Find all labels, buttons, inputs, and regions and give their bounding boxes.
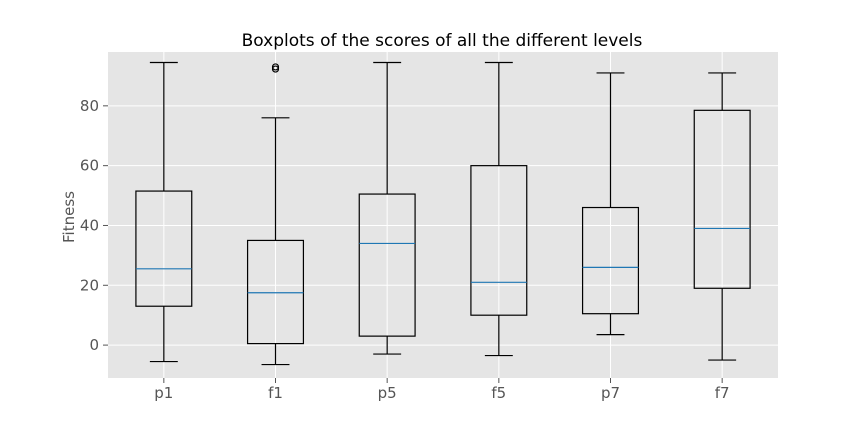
x-tick-label: p1 [154, 384, 173, 402]
box-p5 [358, 61, 416, 355]
y-tick-label: 20 [80, 276, 99, 294]
outlier-point [271, 63, 280, 71]
chart-title: Boxplots of the scores of all the differ… [242, 31, 643, 51]
y-tick-label: 0 [89, 336, 99, 354]
boxes [135, 61, 751, 366]
x-tick-label: f5 [491, 384, 506, 402]
y-tick-label: 60 [80, 157, 99, 175]
box-f1 [246, 63, 305, 366]
box-body [470, 165, 528, 316]
y-tick-label: 80 [80, 97, 99, 115]
box-f5 [470, 61, 528, 357]
y-axis-ticks: 0 20 40 60 80 [80, 97, 108, 354]
x-tick-label: f1 [268, 384, 283, 402]
box-p7 [581, 72, 640, 336]
box-p1 [135, 61, 193, 363]
box-body [135, 190, 193, 307]
y-tick-label: 40 [80, 216, 99, 234]
x-tick-label: f7 [715, 384, 730, 402]
plot-area [108, 52, 778, 378]
box-body [246, 239, 305, 345]
box-body [358, 193, 416, 337]
box-f7 [693, 72, 751, 361]
box-body [693, 109, 751, 289]
x-axis-ticks: p1 f1 p5 f5 p7 f7 [154, 378, 730, 402]
y-axis-label: Fitness [60, 191, 78, 243]
x-tick-label: p5 [378, 384, 397, 402]
outlier-point [271, 65, 280, 73]
x-tick-label: p7 [601, 384, 620, 402]
box-body [581, 206, 640, 315]
